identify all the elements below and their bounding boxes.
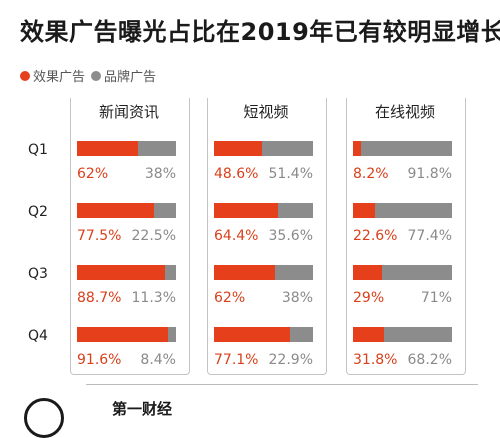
- value-label-brand: 51.4%: [268, 166, 313, 182]
- bar-segment-brand: [262, 141, 313, 156]
- row-label-q1: Q1: [28, 142, 48, 158]
- stacked-bar: [77, 203, 176, 218]
- bar-segment-effect: [353, 327, 385, 342]
- footer-divider: [86, 384, 478, 385]
- value-label-brand: 68.2%: [407, 352, 452, 368]
- bar-segment-effect: [214, 327, 291, 342]
- bar-segment-brand: [164, 265, 176, 280]
- stacked-bar: [353, 265, 452, 280]
- legend-label-effect: 效果广告: [33, 70, 86, 85]
- value-label-effect: 29%: [353, 290, 385, 306]
- value-label-effect: 22.6%: [353, 228, 398, 244]
- bar-segment-brand: [138, 141, 176, 156]
- bar-segment-effect: [77, 265, 165, 280]
- value-label-effect: 77.1%: [214, 352, 259, 368]
- panel-title: 在线视频: [374, 103, 435, 121]
- value-label-effect: 48.6%: [214, 166, 259, 182]
- footer-source: 第一财经: [112, 400, 173, 418]
- bar-segment-brand: [375, 203, 452, 218]
- panel-box-2: [346, 98, 466, 375]
- stacked-bar: [77, 327, 176, 342]
- value-label-brand: 8.4%: [140, 352, 176, 368]
- value-label-brand: 35.6%: [268, 228, 313, 244]
- value-label-brand: 22.5%: [131, 228, 176, 244]
- value-label-effect: 77.5%: [77, 228, 122, 244]
- bar-segment-brand: [153, 203, 176, 218]
- panel-box-1: [207, 98, 327, 375]
- value-label-effect: 88.7%: [77, 290, 122, 306]
- stacked-bar: [214, 203, 313, 218]
- bar-segment-effect: [77, 203, 154, 218]
- value-label-brand: 38%: [144, 166, 176, 182]
- bar-segment-brand: [381, 265, 452, 280]
- bar-segment-effect: [77, 141, 139, 156]
- row-label-q4: Q4: [28, 328, 48, 344]
- legend-item-brand: 品牌广告: [91, 66, 156, 85]
- bar-segment-effect: [77, 327, 168, 342]
- bar-segment-effect: [353, 203, 376, 218]
- row-label-q3: Q3: [28, 266, 48, 282]
- bar-segment-effect: [353, 265, 382, 280]
- legend-item-effect: 效果广告: [20, 66, 85, 85]
- value-label-effect: 8.2%: [353, 166, 389, 182]
- panel-box-0: [70, 98, 190, 375]
- bar-segment-effect: [353, 141, 362, 156]
- bar-segment-brand: [277, 203, 313, 218]
- value-label-effect: 62%: [77, 166, 109, 182]
- value-label-brand: 91.8%: [407, 166, 452, 182]
- stacked-bar: [353, 327, 452, 342]
- bar-segment-brand: [290, 327, 313, 342]
- value-label-effect: 64.4%: [214, 228, 259, 244]
- bar-segment-effect: [214, 265, 276, 280]
- stacked-bar: [353, 141, 452, 156]
- stacked-bar: [353, 203, 452, 218]
- value-label-effect: 31.8%: [353, 352, 398, 368]
- chart-title: 效果广告曝光占比在2019年已有较明显增长: [20, 18, 500, 46]
- publisher-logo-icon: [24, 398, 64, 438]
- stacked-bar: [77, 141, 176, 156]
- legend-label-brand: 品牌广告: [104, 70, 157, 85]
- bar-segment-effect: [214, 141, 263, 156]
- bar-segment-brand: [361, 141, 452, 156]
- value-label-effect: 91.6%: [77, 352, 122, 368]
- stacked-bar: [214, 141, 313, 156]
- panel-title: 新闻资讯: [98, 103, 159, 121]
- bar-segment-brand: [167, 327, 176, 342]
- stacked-bar: [214, 265, 313, 280]
- bar-segment-brand: [384, 327, 452, 342]
- stacked-bar: [77, 265, 176, 280]
- value-label-brand: 71%: [420, 290, 452, 306]
- value-label-brand: 22.9%: [268, 352, 313, 368]
- stacked-bar: [214, 327, 313, 342]
- bar-segment-brand: [275, 265, 313, 280]
- legend-dot-effect: [20, 70, 30, 81]
- panel-title: 短视频: [243, 103, 289, 121]
- row-label-q2: Q2: [28, 204, 48, 220]
- value-label-brand: 38%: [281, 290, 313, 306]
- value-label-brand: 77.4%: [407, 228, 452, 244]
- value-label-brand: 11.3%: [131, 290, 176, 306]
- value-label-effect: 62%: [214, 290, 246, 306]
- legend: 效果广告 品牌广告: [20, 66, 162, 85]
- bar-segment-effect: [214, 203, 278, 218]
- legend-dot-brand: [91, 70, 102, 81]
